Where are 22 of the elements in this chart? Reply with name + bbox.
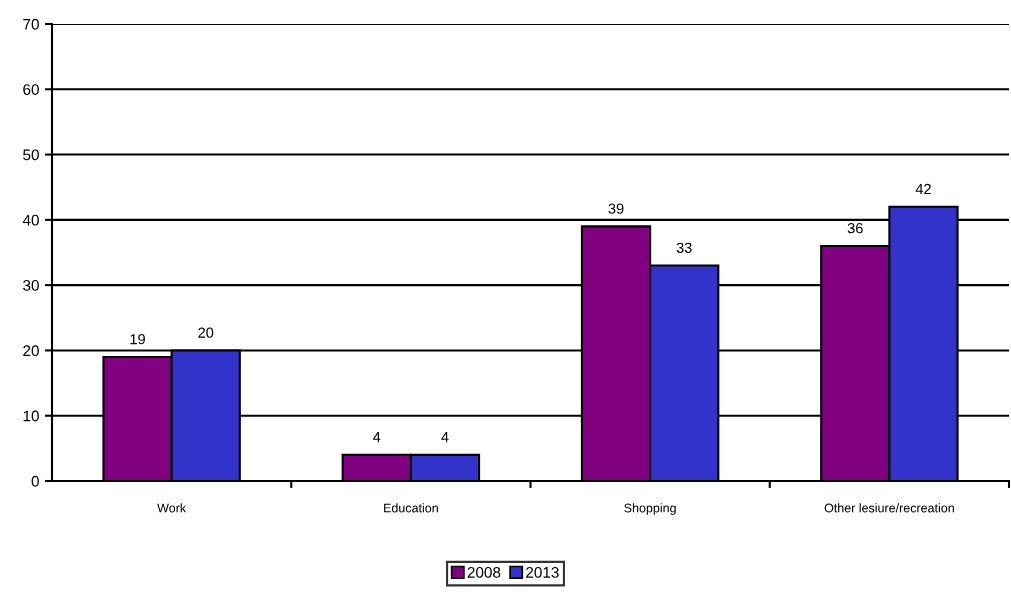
data-label: 4 (373, 432, 381, 443)
data-label: 39 (608, 203, 624, 214)
y-tick-label: 60 (23, 84, 39, 95)
data-label: 33 (676, 242, 692, 253)
x-tick-label: Education (384, 503, 438, 513)
legend-label: 2013 (526, 566, 559, 578)
y-tick-label: 20 (23, 345, 39, 357)
y-tick-label: 70 (23, 18, 39, 30)
data-label: 42 (915, 183, 931, 195)
x-tick-label: Work (157, 503, 187, 513)
y-tick-label: 0 (31, 475, 39, 487)
y-tick-label: 40 (22, 214, 39, 226)
data-label: 36 (847, 223, 863, 234)
y-tick-label: 50 (23, 149, 39, 161)
x-tick-label: Other lesiure/recreation (824, 503, 954, 513)
data-label: 19 (130, 334, 145, 345)
y-tick-label: 10 (23, 410, 39, 422)
legend-label: 2008 (467, 566, 501, 578)
x-tick-label: Shopping (624, 503, 676, 515)
data-label: 4 (441, 432, 449, 443)
y-tick-label: 30 (23, 280, 39, 291)
data-label: 20 (198, 327, 214, 338)
